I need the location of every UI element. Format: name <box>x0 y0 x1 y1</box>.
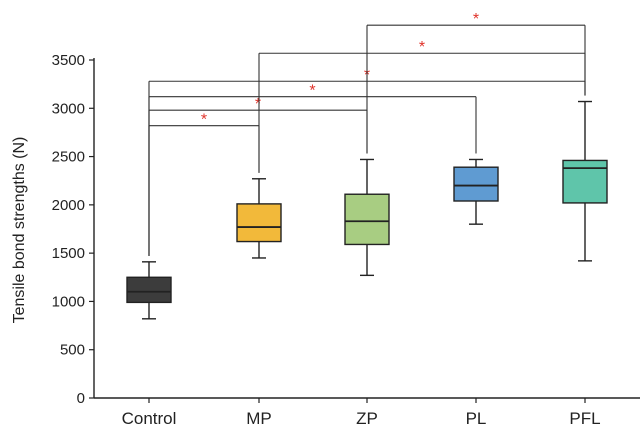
significance-star: * <box>201 112 207 129</box>
x-tick-label: Control <box>122 409 177 428</box>
y-tick-label: 500 <box>60 342 85 359</box>
significance-star: * <box>473 11 479 28</box>
significance-bracket: * <box>258 39 586 173</box>
box-pfl <box>562 100 608 262</box>
axes: 0 500 1000 1500 2000 2500 3000 3500 Control MP ZP P… <box>52 52 640 428</box>
x-tick-label: ZP <box>356 409 378 428</box>
box-mp <box>236 178 282 259</box>
y-axis-title: Tensile bond strengths (N) <box>11 137 28 324</box>
box-control <box>126 261 172 320</box>
significance-star: * <box>419 39 425 56</box>
x-tick-label: PFL <box>569 409 600 428</box>
iqr-box <box>126 276 172 304</box>
x-tick-label: PL <box>466 409 487 428</box>
significance-star: * <box>255 96 261 113</box>
x-tick-label: MP <box>246 409 272 428</box>
box-series <box>126 100 608 320</box>
box-pl <box>453 158 499 225</box>
iqr-box <box>453 166 499 202</box>
box-zp <box>344 158 390 277</box>
y-tick-label: 2500 <box>52 149 85 166</box>
iqr-box <box>562 159 608 204</box>
significance-star: * <box>309 83 315 100</box>
iqr-box <box>344 193 390 246</box>
significance-bracket: * <box>366 11 586 154</box>
y-tick-label: 3500 <box>52 52 85 69</box>
y-tick-label: 2000 <box>52 197 85 214</box>
significance-bracket: * <box>148 83 477 256</box>
significance-brackets: ****** <box>148 11 586 256</box>
y-tick-label: 1000 <box>52 293 85 310</box>
y-tick-label: 3000 <box>52 100 85 117</box>
iqr-box <box>236 203 282 243</box>
y-tick-label: 0 <box>77 390 85 407</box>
y-tick-label: 1500 <box>52 245 85 262</box>
